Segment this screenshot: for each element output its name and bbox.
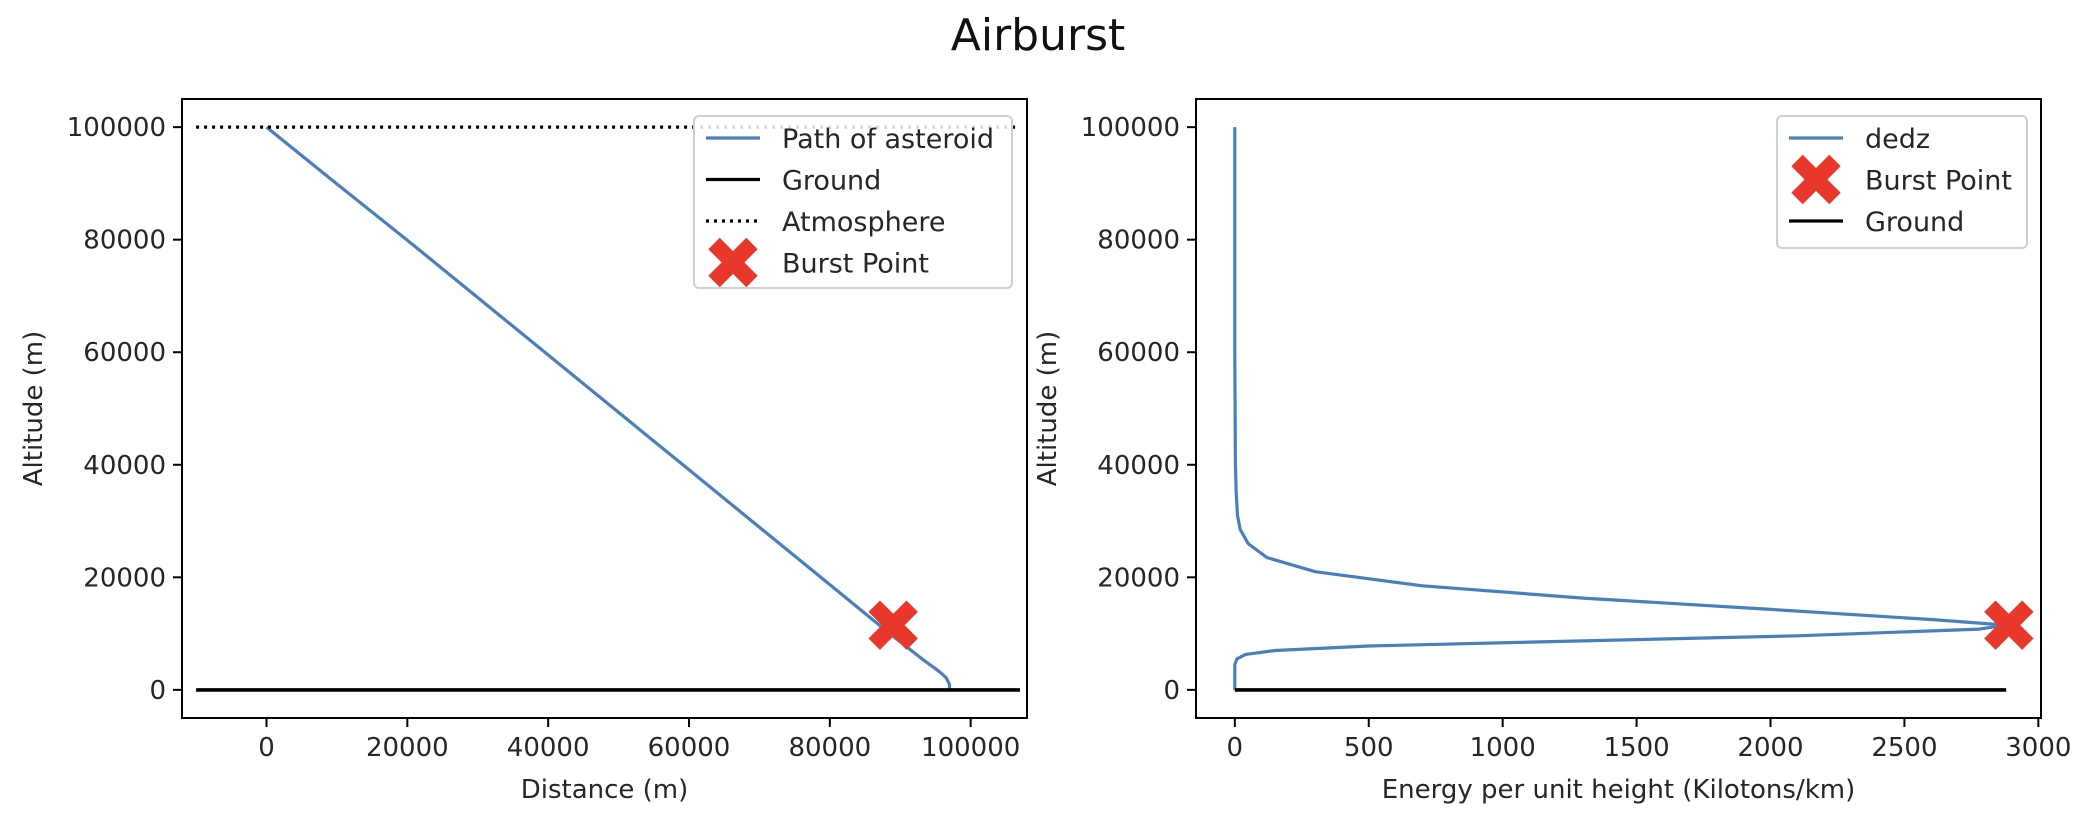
x-tick-label: 0 [258, 733, 275, 763]
y-tick-label: 80000 [1097, 226, 1180, 256]
x-tick-label: 2000 [1737, 733, 1803, 763]
x-tick-label: 80000 [788, 733, 871, 763]
y-tick-label: 40000 [83, 451, 166, 481]
burst-point-marker [868, 600, 918, 650]
y-tick-label: 100000 [1081, 113, 1180, 143]
legend-label: Path of asteroid [782, 124, 994, 155]
axes-frame [181, 98, 1028, 719]
chart-distance-altitude: 0 20000 40000 60000 80000 100000 0 20000 40000 60… [19, 98, 1028, 805]
x-tick-label: 1000 [1470, 733, 1536, 763]
x-tick-label: 40000 [507, 733, 590, 763]
series-line-path-of-asteroid [265, 125, 952, 690]
x-axis-label: Distance (m) [521, 775, 689, 805]
x-tick-label: 20000 [366, 733, 449, 763]
legend-burst-marker [708, 237, 758, 288]
y-tick-label: 80000 [83, 226, 166, 256]
y-tick-label: 60000 [1097, 338, 1180, 368]
y-axis-label: Altitude (m) [1033, 331, 1063, 486]
x-tick-label: 0 [1227, 733, 1244, 763]
x-tick-label: 100000 [921, 733, 1020, 763]
figure-title: Airburst [951, 10, 1126, 61]
axes-frame [1195, 98, 2042, 719]
x-tick-label: 500 [1344, 733, 1394, 763]
x-tick-label: 60000 [648, 733, 731, 763]
legend-label: Atmosphere [782, 207, 945, 238]
legend-label: dedz [1865, 124, 1930, 155]
legend-box [693, 115, 1013, 289]
y-tick-label: 20000 [83, 563, 166, 593]
x-axis-label: Energy per unit height (Kilotons/km) [1382, 775, 1855, 805]
chart-energy-altitude: 0 500 1000 1500 2000 2500 3000 0 20000 40000 60000… [1033, 98, 2071, 805]
y-axis-label: Altitude (m) [19, 331, 49, 486]
series-line-dedz [1233, 127, 2008, 690]
x-tick-label: 2500 [1871, 733, 1937, 763]
legend-label: Ground [1865, 207, 1964, 238]
y-tick-label: 20000 [1097, 563, 1180, 593]
legend-label: Ground [782, 166, 881, 197]
y-tick-label: 40000 [1097, 451, 1180, 481]
x-tick-label: 3000 [2005, 733, 2071, 763]
y-tick-label: 0 [1163, 676, 1180, 706]
legend-burst-marker [1791, 154, 1841, 205]
y-tick-label: 100000 [67, 113, 166, 143]
burst-point-marker [1984, 600, 2034, 650]
y-tick-label: 0 [149, 676, 166, 706]
y-tick-label: 60000 [83, 338, 166, 368]
legend-label: Burst Point [1865, 166, 2012, 197]
x-tick-label: 1500 [1603, 733, 1669, 763]
legend-box [1776, 115, 2028, 249]
legend-label: Burst Point [782, 249, 929, 280]
